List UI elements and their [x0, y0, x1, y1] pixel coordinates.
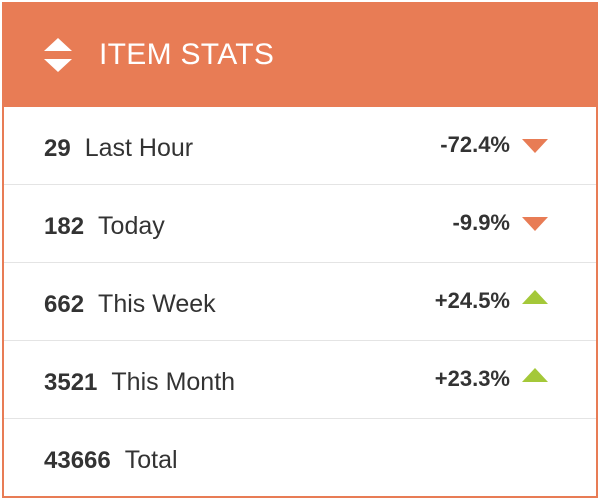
stat-label: Total: [124, 446, 178, 474]
stat-change: +24.5%: [434, 288, 510, 313]
stat-change: -72.4%: [440, 132, 510, 157]
stat-count-value: 43666: [44, 447, 111, 474]
stat-row-total: 43666 Total: [4, 419, 596, 497]
stat-label: This Month: [111, 368, 236, 396]
trend-up-icon: [522, 290, 548, 304]
stat-row-this-week: 662 This Week +24.5%: [4, 263, 596, 341]
stat-count-value: 3521: [44, 369, 98, 396]
stat-count: 3521 This Month: [44, 341, 235, 419]
stat-change: +23.3%: [434, 366, 510, 391]
widget-title: ITEM STATS: [99, 38, 275, 71]
stat-count: 43666 Total: [44, 419, 178, 497]
stat-label: This Week: [98, 290, 216, 318]
stat-row-last-hour: 29 Last Hour -72.4%: [4, 107, 596, 185]
stat-count: 182 Today: [44, 185, 165, 263]
stat-count-value: 662: [44, 291, 85, 318]
stat-row-today: 182 Today -9.9%: [4, 185, 596, 263]
stat-count: 29 Last Hour: [44, 107, 193, 185]
trend-up-icon: [522, 368, 548, 382]
widget-header: ITEM STATS: [4, 4, 596, 107]
stat-row-this-month: 3521 This Month +23.3%: [4, 341, 596, 419]
stat-label: Last Hour: [84, 134, 194, 162]
stat-change: -9.9%: [452, 210, 510, 235]
trend-down-icon: [522, 139, 548, 153]
stat-count-value: 29: [44, 135, 71, 162]
trend-down-icon: [522, 217, 548, 231]
sort-icon[interactable]: [44, 38, 72, 72]
item-stats-widget: ITEM STATS 29 Last Hour -72.4% 182 Today -…: [2, 2, 598, 498]
stats-list: 29 Last Hour -72.4% 182 Today -9.9% 662 Thi…: [4, 107, 596, 497]
stat-count: 662 This Week: [44, 263, 216, 341]
stat-label: Today: [98, 212, 165, 240]
stat-count-value: 182: [44, 213, 85, 240]
